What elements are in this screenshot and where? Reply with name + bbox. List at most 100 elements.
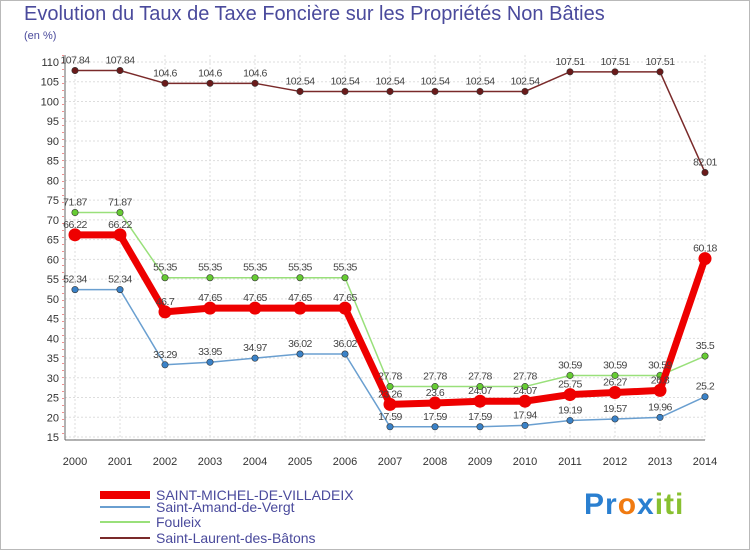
data-label: 66.22 bbox=[63, 219, 87, 231]
data-label: 66.22 bbox=[108, 219, 132, 231]
data-point bbox=[701, 352, 709, 360]
legend-swatch bbox=[100, 506, 150, 508]
y-tick-label: 95 bbox=[47, 116, 59, 128]
y-tick-label: 50 bbox=[47, 294, 59, 306]
data-point bbox=[296, 87, 304, 95]
data-label: 33.95 bbox=[198, 346, 222, 358]
data-point bbox=[698, 252, 712, 266]
data-point bbox=[656, 413, 664, 421]
logo-part: ti bbox=[664, 488, 685, 521]
data-point bbox=[521, 421, 529, 429]
data-point bbox=[476, 87, 484, 95]
x-tick-label: 2006 bbox=[333, 456, 357, 468]
x-tick-label: 2012 bbox=[603, 456, 627, 468]
data-point bbox=[161, 274, 169, 282]
x-tick-label: 2002 bbox=[153, 456, 177, 468]
x-tick-label: 2003 bbox=[198, 456, 222, 468]
legend-item-fouleix: Fouleix bbox=[100, 514, 201, 530]
data-label: 102.54 bbox=[330, 75, 360, 87]
y-tick-label: 60 bbox=[47, 254, 59, 266]
data-point bbox=[341, 87, 349, 95]
data-label: 23.26 bbox=[378, 388, 402, 400]
data-point bbox=[71, 286, 79, 294]
data-label: 17.59 bbox=[423, 411, 447, 423]
logo-part: i bbox=[654, 488, 665, 521]
logo-part: Pr bbox=[584, 488, 618, 521]
data-point bbox=[431, 383, 439, 391]
data-label: 25.75 bbox=[558, 379, 582, 391]
data-point bbox=[611, 68, 619, 76]
legend-swatch bbox=[100, 491, 150, 499]
legend-item-saint-amand: Saint-Amand-de-Vergt bbox=[100, 499, 295, 515]
data-point bbox=[611, 415, 619, 423]
data-label: 17.94 bbox=[513, 409, 537, 421]
x-tick-label: 2011 bbox=[558, 456, 582, 468]
legend-label: Saint-Amand-de-Vergt bbox=[156, 499, 295, 515]
data-label: 30.59 bbox=[648, 359, 672, 371]
data-point bbox=[476, 383, 484, 391]
y-tick-label: 90 bbox=[47, 136, 59, 148]
data-label: 55.35 bbox=[198, 262, 222, 274]
data-label: 107.84 bbox=[60, 55, 90, 67]
x-tick-label: 2013 bbox=[648, 456, 672, 468]
x-tick-label: 2001 bbox=[108, 456, 132, 468]
x-tick-label: 2009 bbox=[468, 456, 492, 468]
data-point bbox=[386, 87, 394, 95]
data-label: 47.65 bbox=[333, 292, 357, 304]
y-tick-label: 100 bbox=[41, 96, 59, 108]
y-tick-label: 75 bbox=[47, 195, 59, 207]
data-label: 27.78 bbox=[468, 371, 492, 383]
data-label: 26.8 bbox=[651, 374, 670, 386]
data-point bbox=[566, 371, 574, 379]
y-tick-label: 80 bbox=[47, 175, 59, 187]
data-label: 24.07 bbox=[468, 385, 492, 397]
data-label: 47.65 bbox=[198, 292, 222, 304]
data-label: 102.54 bbox=[285, 75, 315, 87]
data-label: 102.54 bbox=[420, 75, 450, 87]
x-tick-label: 2000 bbox=[63, 456, 87, 468]
data-label: 104.6 bbox=[198, 67, 222, 79]
data-point bbox=[113, 228, 127, 242]
x-tick-label: 2008 bbox=[423, 456, 447, 468]
data-label: 104.6 bbox=[153, 67, 177, 79]
data-label: 107.51 bbox=[600, 56, 630, 68]
y-tick-label: 70 bbox=[47, 215, 59, 227]
data-label: 82.01 bbox=[693, 156, 717, 168]
y-tick-label: 40 bbox=[47, 333, 59, 345]
data-label: 19.57 bbox=[603, 403, 627, 415]
data-point bbox=[203, 301, 217, 315]
data-label: 47.65 bbox=[243, 292, 267, 304]
legend-label: Saint-Laurent-des-Bâtons bbox=[156, 530, 316, 546]
legend-swatch bbox=[100, 521, 150, 523]
data-point bbox=[563, 388, 577, 402]
legend-label: Fouleix bbox=[156, 514, 202, 530]
data-label: 102.54 bbox=[375, 75, 405, 87]
x-tick-label: 2007 bbox=[378, 456, 402, 468]
x-tick-label: 2014 bbox=[693, 456, 717, 468]
data-point bbox=[428, 396, 442, 410]
data-label: 71.87 bbox=[63, 197, 87, 209]
data-point bbox=[431, 87, 439, 95]
data-point bbox=[701, 393, 709, 401]
data-point bbox=[653, 383, 667, 397]
data-label: 27.78 bbox=[423, 371, 447, 383]
data-label: 107.51 bbox=[555, 56, 585, 68]
data-label: 19.96 bbox=[648, 401, 672, 413]
data-label: 36.02 bbox=[333, 338, 357, 350]
data-label: 102.54 bbox=[465, 75, 495, 87]
data-point bbox=[161, 79, 169, 87]
data-point bbox=[521, 87, 529, 95]
data-point bbox=[206, 358, 214, 366]
data-point bbox=[701, 168, 709, 176]
data-label: 71.87 bbox=[108, 197, 132, 209]
legend-item-saint-laurent: Saint-Laurent-des-Bâtons bbox=[100, 530, 316, 546]
data-point bbox=[431, 423, 439, 431]
data-point bbox=[338, 301, 352, 315]
data-point bbox=[476, 423, 484, 431]
data-point bbox=[251, 79, 259, 87]
data-point bbox=[68, 228, 82, 242]
data-point bbox=[71, 209, 79, 217]
data-point bbox=[341, 274, 349, 282]
data-label: 104.6 bbox=[243, 67, 267, 79]
